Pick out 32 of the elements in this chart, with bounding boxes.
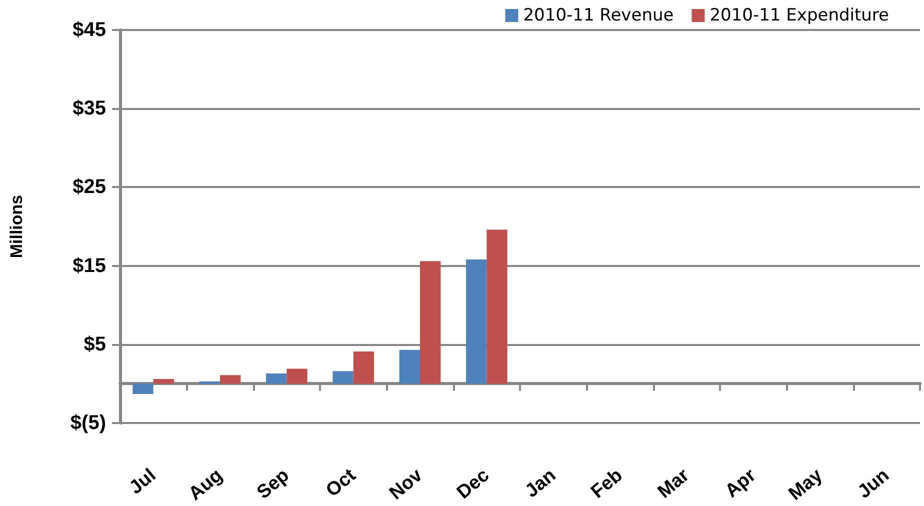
- bar: [153, 379, 174, 384]
- bar: [486, 230, 508, 384]
- y-tick-label: $(5): [70, 412, 106, 434]
- x-tick-label: Jul: [126, 464, 160, 499]
- x-tick-label: Sep: [253, 464, 294, 504]
- bar: [132, 384, 154, 394]
- legend-label: 2010-11 Revenue: [523, 6, 674, 26]
- x-tick-label: Apr: [722, 464, 761, 502]
- bar: [399, 350, 420, 384]
- y-tick-label: $45: [72, 19, 106, 41]
- y-axis-title: Millions: [7, 194, 26, 258]
- y-tick-label: $25: [72, 176, 106, 198]
- x-tick-label: Aug: [184, 464, 227, 505]
- bar: [266, 374, 287, 384]
- bar: [420, 261, 441, 384]
- x-tick-label: Dec: [453, 464, 494, 504]
- legend-label: 2010-11 Expenditure: [710, 6, 890, 26]
- bar: [286, 368, 308, 384]
- x-tick-label: Nov: [386, 464, 428, 504]
- bar: [220, 375, 241, 384]
- x-tick-label: Mar: [654, 464, 694, 503]
- x-tick-label: Feb: [587, 464, 627, 503]
- bar: [466, 260, 487, 384]
- y-tick-label: $35: [72, 98, 106, 120]
- bar: [353, 352, 374, 384]
- x-tick-label: May: [784, 464, 828, 505]
- bar: [332, 371, 354, 384]
- x-tick-label: Jun: [854, 464, 894, 503]
- x-tick-label: Jan: [522, 464, 560, 502]
- y-tick-label: $15: [72, 254, 106, 277]
- y-tick-label: $5: [84, 333, 106, 356]
- x-tick-label: Oct: [322, 464, 361, 502]
